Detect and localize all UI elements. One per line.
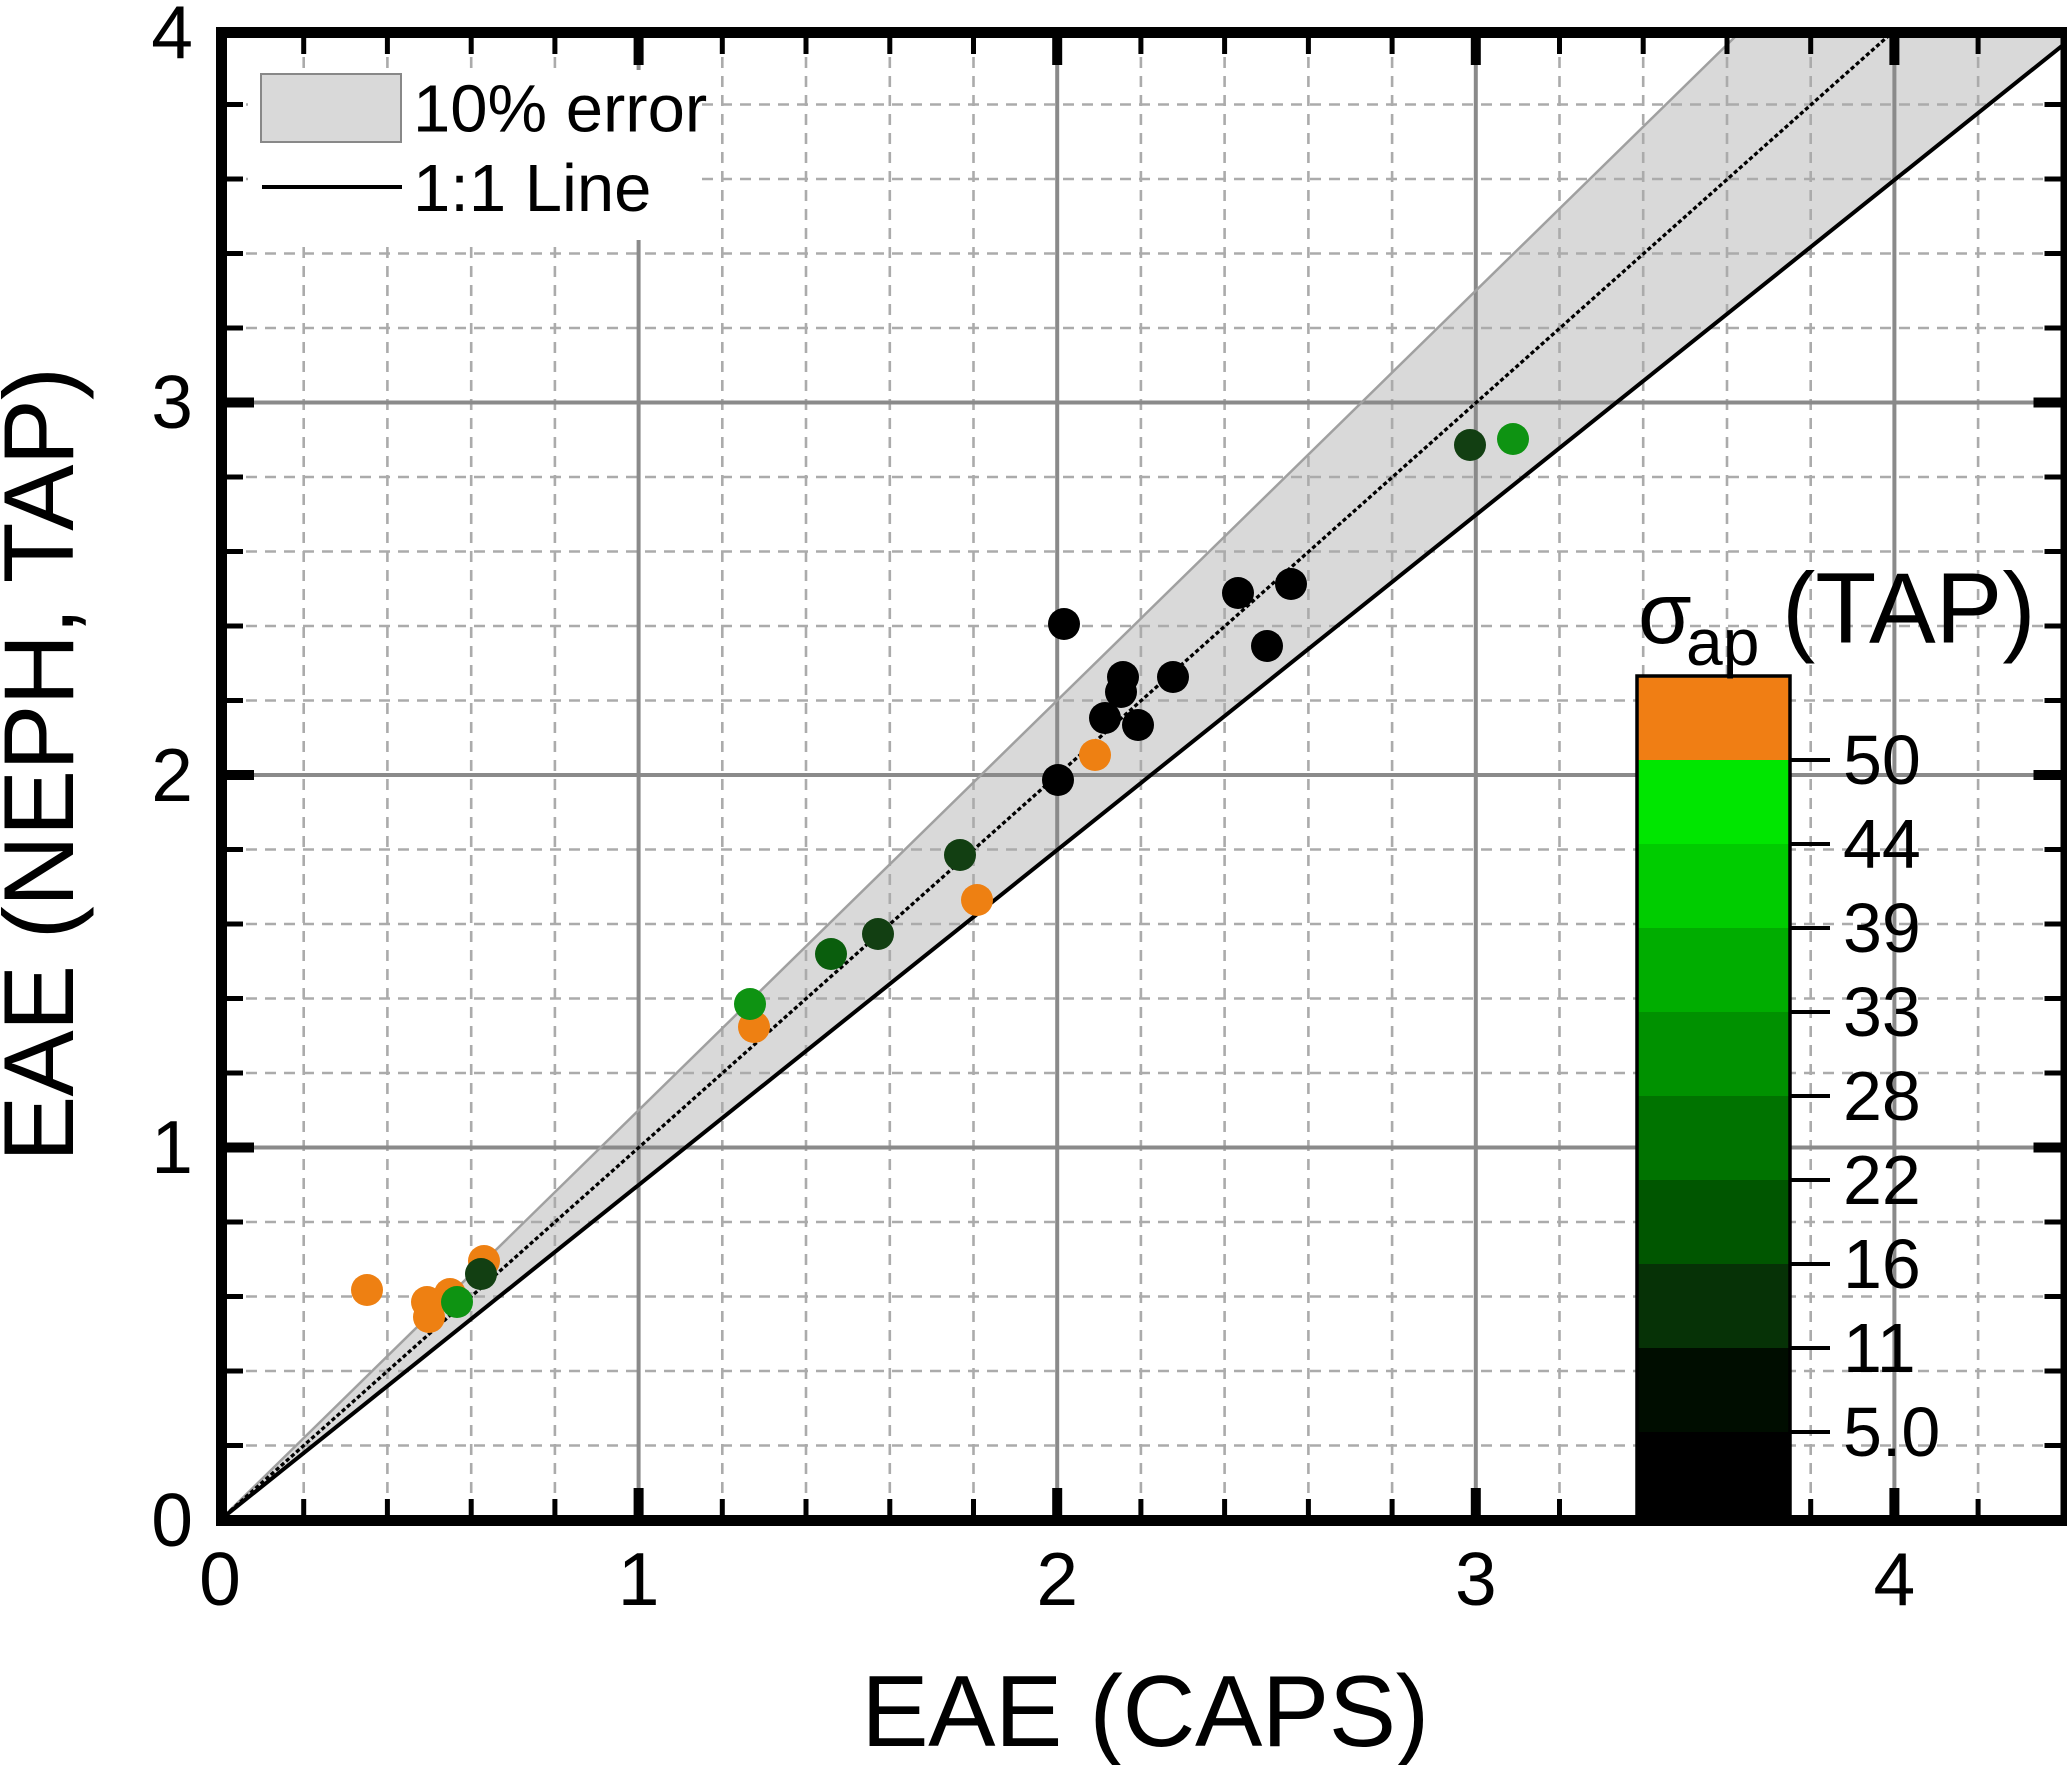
svg-text:50: 50 [1843, 721, 1921, 799]
svg-text:3: 3 [151, 360, 193, 444]
svg-text:3: 3 [1455, 1537, 1497, 1621]
svg-text:(TAP): (TAP) [1782, 553, 2036, 665]
svg-text:1: 1 [151, 1105, 193, 1189]
svg-text:σ: σ [1638, 565, 1692, 662]
svg-text:33: 33 [1843, 973, 1921, 1051]
svg-text:EAE (NEPH, TAP): EAE (NEPH, TAP) [0, 368, 95, 1162]
svg-text:11: 11 [1843, 1309, 1916, 1387]
svg-text:ap: ap [1686, 605, 1759, 679]
svg-text:0: 0 [151, 1478, 193, 1562]
svg-text:44: 44 [1843, 805, 1921, 883]
svg-text:16: 16 [1843, 1225, 1921, 1303]
svg-text:0: 0 [199, 1537, 241, 1621]
svg-text:EAE (CAPS): EAE (CAPS) [861, 1656, 1428, 1765]
svg-text:2: 2 [1036, 1537, 1078, 1621]
svg-text:1: 1 [618, 1537, 660, 1621]
svg-text:10% error: 10% error [413, 72, 707, 147]
svg-text:5.0: 5.0 [1843, 1393, 1940, 1471]
svg-text:28: 28 [1843, 1057, 1921, 1135]
svg-text:4: 4 [1874, 1537, 1916, 1621]
svg-text:1:1 Line: 1:1 Line [413, 151, 651, 226]
svg-text:2: 2 [151, 733, 193, 817]
svg-text:22: 22 [1843, 1141, 1921, 1219]
svg-text:39: 39 [1843, 889, 1921, 967]
svg-text:4: 4 [151, 0, 193, 74]
